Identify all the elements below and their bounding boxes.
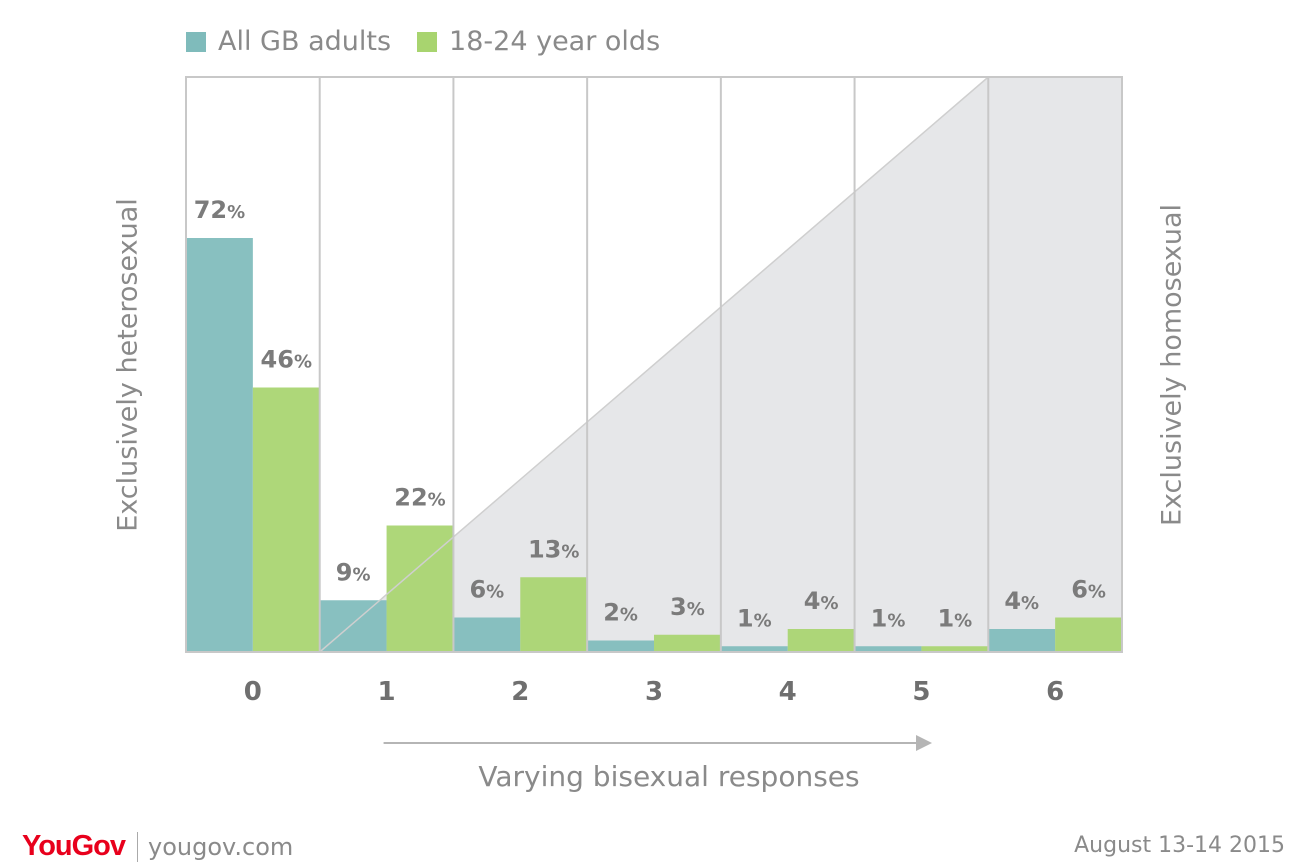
- bar-all-gb-adults-2: [453, 617, 521, 652]
- y-axis-right-label: Exclusively homosexual: [1156, 203, 1188, 527]
- value-label-18-24-6: 6%: [1071, 576, 1106, 604]
- x-tick-label-4: 4: [779, 677, 797, 707]
- legend-swatch-18-24: [417, 31, 438, 52]
- value-label-all-gb-adults-6: 4%: [1004, 587, 1039, 615]
- bar-all-gb-adults-6: [988, 629, 1056, 652]
- value-label-all-gb-adults-5: 1%: [871, 604, 906, 632]
- diagonal-line: [319, 76, 989, 653]
- legend-swatch-all-gb-adults: [186, 31, 206, 52]
- bar-18-24-5: [921, 646, 989, 652]
- x-tick-label-1: 1: [378, 677, 396, 707]
- shaded-last-column: [988, 77, 1122, 652]
- footer-divider: [137, 831, 139, 862]
- arrow-head: [916, 735, 932, 751]
- value-label-18-24-5: 1%: [937, 604, 972, 632]
- bar-18-24-2: [520, 577, 588, 652]
- legend-label-all-gb-adults: All GB adults: [218, 26, 392, 57]
- x-tick-label-0: 0: [244, 677, 262, 707]
- bar-18-24-0: [252, 387, 320, 652]
- x-axis-caption: Varying bisexual responses: [478, 760, 860, 793]
- bar-all-gb-adults-4: [720, 646, 788, 652]
- value-label-all-gb-adults-0: 72%: [194, 196, 245, 224]
- bar-all-gb-adults-5: [854, 646, 922, 652]
- value-label-all-gb-adults-2: 6%: [469, 576, 504, 604]
- x-tick-label-3: 3: [645, 677, 663, 707]
- x-tick-label-2: 2: [511, 677, 529, 707]
- legend-label-18-24: 18-24 year olds: [449, 26, 661, 57]
- bar-all-gb-adults-0: [186, 238, 253, 652]
- bar-18-24-4: [787, 629, 855, 652]
- value-label-all-gb-adults-4: 1%: [737, 604, 772, 632]
- bar-all-gb-adults-3: [587, 640, 654, 652]
- bar-18-24-6: [1055, 617, 1122, 652]
- legend: All GB adults 18-24 year olds: [186, 26, 686, 57]
- value-label-18-24-1: 22%: [394, 484, 445, 512]
- legend-item-18-24: 18-24 year olds: [417, 26, 660, 57]
- x-tick-label-6: 6: [1046, 677, 1064, 707]
- y-axis-left-label: Exclusively heterosexual: [112, 198, 144, 532]
- value-label-all-gb-adults-1: 9%: [336, 558, 371, 586]
- value-label-all-gb-adults-3: 2%: [603, 599, 638, 627]
- value-label-18-24-0: 46%: [261, 346, 312, 374]
- x-tick-label-5: 5: [912, 677, 930, 707]
- footer-date: August 13-14 2015: [1074, 833, 1285, 858]
- bar-18-24-1: [386, 525, 454, 652]
- footer-branding: YouGov yougov.com: [22, 830, 293, 863]
- plot-frame: [185, 76, 1123, 653]
- brand-logo: YouGov: [22, 830, 126, 862]
- legend-item-all-gb-adults: All GB adults: [186, 26, 391, 57]
- footer-site: yougov.com: [148, 832, 294, 861]
- bar-18-24-3: [654, 634, 721, 652]
- value-label-18-24-2: 13%: [528, 535, 579, 563]
- value-label-18-24-4: 4%: [804, 587, 839, 615]
- value-label-18-24-3: 3%: [670, 593, 705, 621]
